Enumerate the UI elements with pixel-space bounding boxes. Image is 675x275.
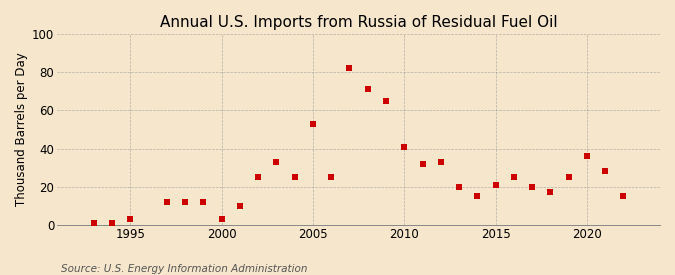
Point (308, 122, 319, 126)
Point (161, 200, 172, 204)
Point (125, 217, 136, 221)
Point (526, 185, 537, 189)
Point (234, 204, 245, 208)
Point (326, 175, 337, 179)
Point (88, 221, 99, 225)
Point (362, 87, 373, 92)
Point (216, 217, 227, 221)
Title: Annual U.S. Imports from Russia of Residual Fuel Oil: Annual U.S. Imports from Russia of Resid… (160, 15, 558, 30)
Point (618, 194, 629, 199)
Point (198, 200, 209, 204)
Point (290, 175, 300, 179)
Point (600, 169, 611, 174)
Point (344, 66, 355, 70)
Point (563, 175, 574, 179)
Point (107, 221, 117, 225)
Point (271, 160, 281, 164)
Point (545, 190, 556, 195)
Point (180, 200, 190, 204)
Point (252, 175, 263, 179)
Y-axis label: Thousand Barrels per Day: Thousand Barrels per Day (15, 53, 28, 206)
Point (454, 185, 464, 189)
Point (508, 175, 519, 179)
Point (582, 154, 593, 158)
Point (399, 144, 410, 149)
Point (381, 99, 392, 103)
Point (472, 194, 483, 199)
Text: Source: U.S. Energy Information Administration: Source: U.S. Energy Information Administ… (61, 264, 307, 274)
Point (490, 183, 501, 187)
Point (417, 162, 428, 166)
Point (435, 160, 446, 164)
